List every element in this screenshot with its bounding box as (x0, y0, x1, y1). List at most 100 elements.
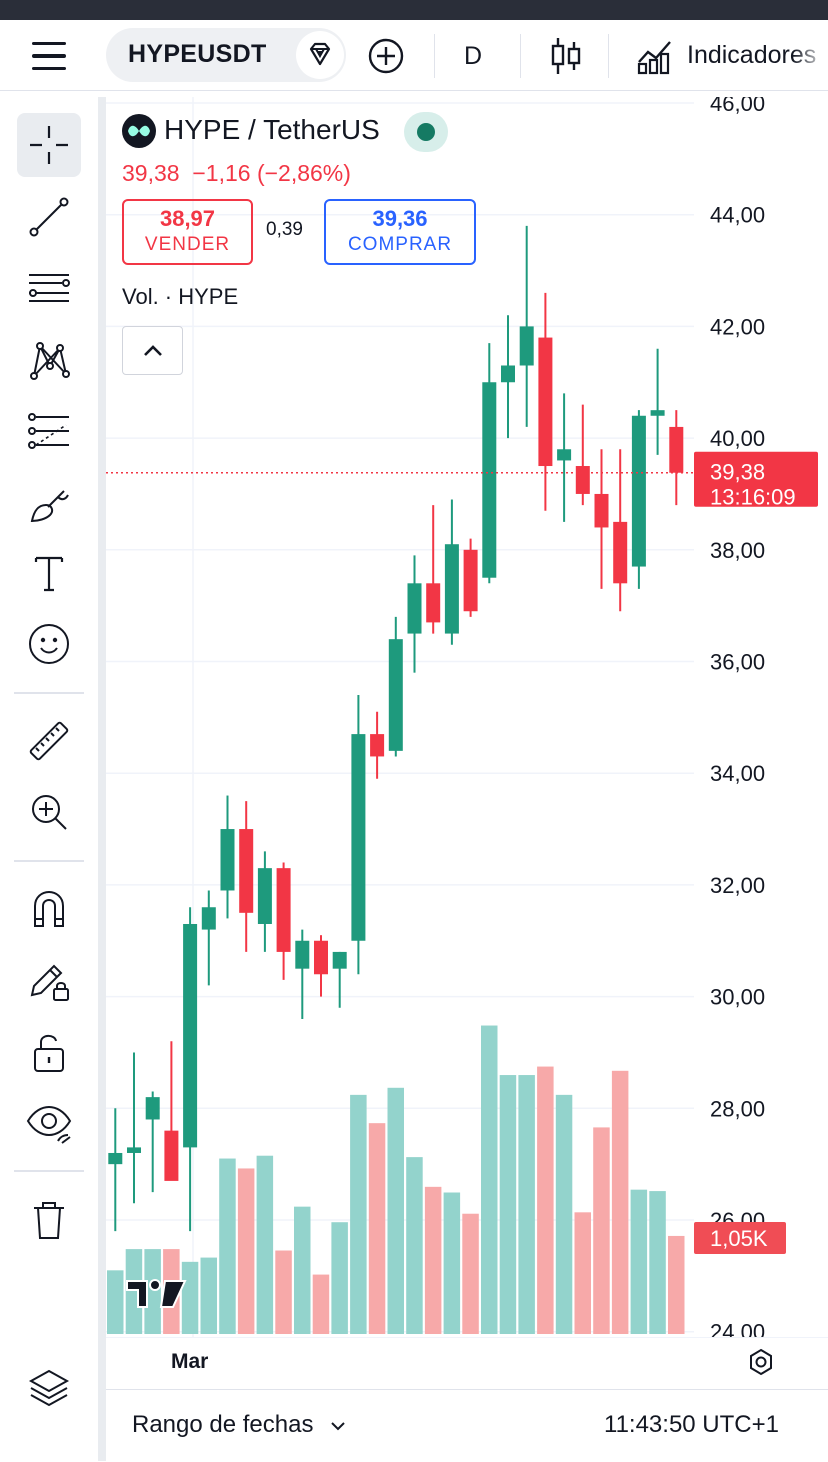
volume-legend[interactable]: Vol. · HYPE (122, 284, 239, 309)
candle-body (276, 868, 291, 952)
ruler-tool[interactable] (17, 709, 81, 773)
price-chart[interactable]: 46,00 44,00 42,00 40,00 38,00 36,00 34,00 32,00… (106, 97, 828, 1337)
volume-bar (294, 1206, 311, 1334)
symbol-search-button[interactable]: HYPEUSDT (106, 28, 346, 82)
lock-tool[interactable] (17, 1020, 81, 1084)
last-price: 39,38 (122, 160, 180, 186)
price-tick-label: 46,00 (710, 97, 765, 116)
interval-button[interactable]: D (464, 42, 483, 70)
horizontal-lines-icon (29, 274, 70, 302)
indicators-icon[interactable] (636, 36, 674, 76)
brush-icon (30, 490, 69, 523)
candle-body (669, 426, 684, 473)
trend-line-tool[interactable] (17, 185, 81, 249)
volume-bar (219, 1158, 236, 1334)
brush-tool[interactable] (17, 470, 81, 534)
delete-tool[interactable] (17, 1187, 81, 1251)
chart-settings-button[interactable] (746, 1347, 776, 1377)
plus-circle-icon (368, 38, 404, 74)
toolbar-divider (434, 34, 435, 78)
toolbar-divider (608, 34, 609, 78)
fib-tool[interactable] (17, 398, 81, 462)
candle-body (108, 1152, 123, 1165)
chart-type-button[interactable] (548, 36, 584, 76)
object-tree-button[interactable] (26, 1365, 72, 1411)
drawing-toolbar (0, 97, 98, 1461)
candle-body (183, 923, 198, 1148)
buy-price: 39,36 (372, 206, 428, 231)
buy-label: COMPRAR (347, 234, 453, 255)
ruler-icon (29, 721, 69, 761)
pattern-tool[interactable] (17, 327, 81, 391)
sell-button[interactable]: 38,97 VENDER (122, 199, 253, 265)
volume-bar (350, 1094, 367, 1334)
candle-body (201, 907, 216, 930)
spread-value: 0,39 (266, 219, 303, 240)
visibility-tool[interactable] (17, 1090, 81, 1154)
diamond-icon[interactable] (296, 31, 344, 79)
price-change: 39,38 −1,16 (−2,86%) (122, 160, 351, 187)
volume-bar (312, 1274, 330, 1334)
volume-bar (518, 1075, 535, 1334)
toolbar-divider (14, 692, 84, 694)
price-tick-label: 30,00 (710, 985, 765, 1010)
volume-bar (499, 1075, 517, 1334)
price-tick-label: 36,00 (710, 650, 765, 675)
candle-body (557, 449, 572, 461)
volume-bar (424, 1186, 442, 1334)
candle-body (332, 951, 347, 969)
toolbar-divider (14, 860, 84, 862)
date-range-button[interactable]: Rango de fechas (132, 1411, 346, 1439)
candle-body (575, 466, 590, 494)
text-tool[interactable] (17, 541, 81, 605)
candle-body (613, 521, 628, 584)
chevron-up-icon (143, 344, 162, 356)
volume-bar (256, 1155, 274, 1334)
toolbar-divider (14, 1170, 84, 1172)
volume-bar (387, 1087, 404, 1334)
toolbar-divider (520, 34, 521, 78)
lock-icon (34, 1034, 64, 1072)
market-status-icon[interactable] (404, 112, 448, 152)
horizontal-lines-tool[interactable] (17, 256, 81, 320)
lock-drawings-tool[interactable] (17, 948, 81, 1012)
volume-bar (181, 1261, 199, 1334)
candle-body (164, 1130, 179, 1181)
collapse-legend-button[interactable] (122, 326, 183, 375)
magnet-tool[interactable] (17, 877, 81, 941)
candle-body (482, 382, 497, 578)
candle-body (594, 493, 609, 528)
volume-bar (331, 1222, 348, 1334)
trash-icon (34, 1202, 64, 1239)
indicators-button[interactable]: Indicadores (687, 41, 817, 69)
candle-body (314, 940, 328, 975)
emoji-tool[interactable] (17, 612, 81, 676)
change-value: −1,16 (192, 160, 251, 186)
change-percent: (−2,86%) (256, 160, 351, 186)
time-axis[interactable] (106, 1337, 828, 1390)
volume-bar (107, 1270, 124, 1334)
zoom-tool[interactable] (17, 780, 81, 844)
candle-body (650, 410, 665, 416)
candle-body (145, 1097, 160, 1120)
toolbar-edge (98, 97, 106, 1461)
emoji-icon (29, 624, 69, 664)
volume-bar (462, 1213, 479, 1334)
tradingview-logo (125, 1277, 187, 1311)
chevron-down-icon (331, 1421, 345, 1431)
menu-button[interactable] (22, 36, 76, 76)
candle-body (351, 734, 366, 941)
volume-bar (200, 1257, 217, 1334)
date-range-label: Rango de fechas (132, 1411, 314, 1438)
pair-title[interactable]: HYPE / TetherUS (164, 114, 380, 145)
candle-body (631, 415, 646, 567)
current-price-badge (694, 451, 818, 507)
volume-badge-label: 1,05K (710, 1226, 768, 1251)
add-symbol-button[interactable] (366, 36, 406, 76)
candle-body (407, 583, 422, 634)
clock-timezone-button[interactable]: 11:43:50 UTC+1 (604, 1411, 779, 1438)
price-tick-label: 44,00 (710, 203, 765, 228)
volume-bar (649, 1191, 666, 1334)
crosshair-tool[interactable] (17, 113, 81, 177)
buy-button[interactable]: 39,36 COMPRAR (324, 199, 476, 265)
